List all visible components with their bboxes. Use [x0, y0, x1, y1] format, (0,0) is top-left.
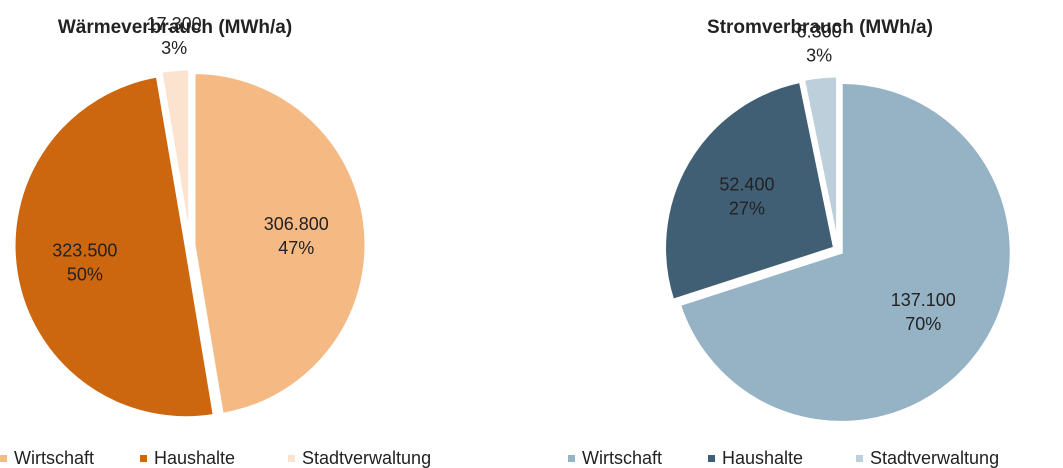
data-label: 6.300	[797, 22, 842, 42]
data-label: 70%	[905, 314, 941, 334]
legend-label: Wirtschaft	[14, 448, 94, 468]
pie-slice	[663, 79, 837, 303]
data-label: 323.500	[52, 240, 117, 260]
data-label: 50%	[67, 264, 103, 284]
pie-slice	[677, 80, 1013, 424]
data-label: 52.400	[719, 175, 774, 195]
data-label: 3%	[161, 38, 187, 58]
legend-swatch	[288, 455, 295, 462]
chart-title: Wärmeverbrauch (MWh/a)	[58, 17, 292, 38]
legend-swatch	[568, 455, 575, 462]
chart-title: Stromverbrauch (MWh/a)	[707, 17, 933, 38]
pie-slice	[801, 74, 840, 247]
pie-slice	[12, 74, 217, 420]
data-label: 17.300	[147, 14, 202, 34]
legend-label: Haushalte	[154, 448, 235, 468]
data-label: 27%	[729, 199, 765, 219]
legend-label: Wirtschaft	[582, 448, 662, 468]
legend-swatch	[856, 455, 863, 462]
data-label: 47%	[278, 238, 314, 258]
legend-swatch	[140, 455, 147, 462]
pie-slice	[159, 67, 192, 242]
data-label: 3%	[806, 46, 832, 66]
data-label: 137.100	[891, 290, 956, 310]
legend-label: Stadtverwaltung	[870, 448, 999, 468]
legend-label: Haushalte	[722, 448, 803, 468]
pie-slice	[192, 71, 368, 417]
legend-swatch	[708, 455, 715, 462]
legend-swatch	[0, 455, 7, 462]
data-label: 306.800	[264, 214, 329, 234]
legend-label: Stadtverwaltung	[302, 448, 431, 468]
